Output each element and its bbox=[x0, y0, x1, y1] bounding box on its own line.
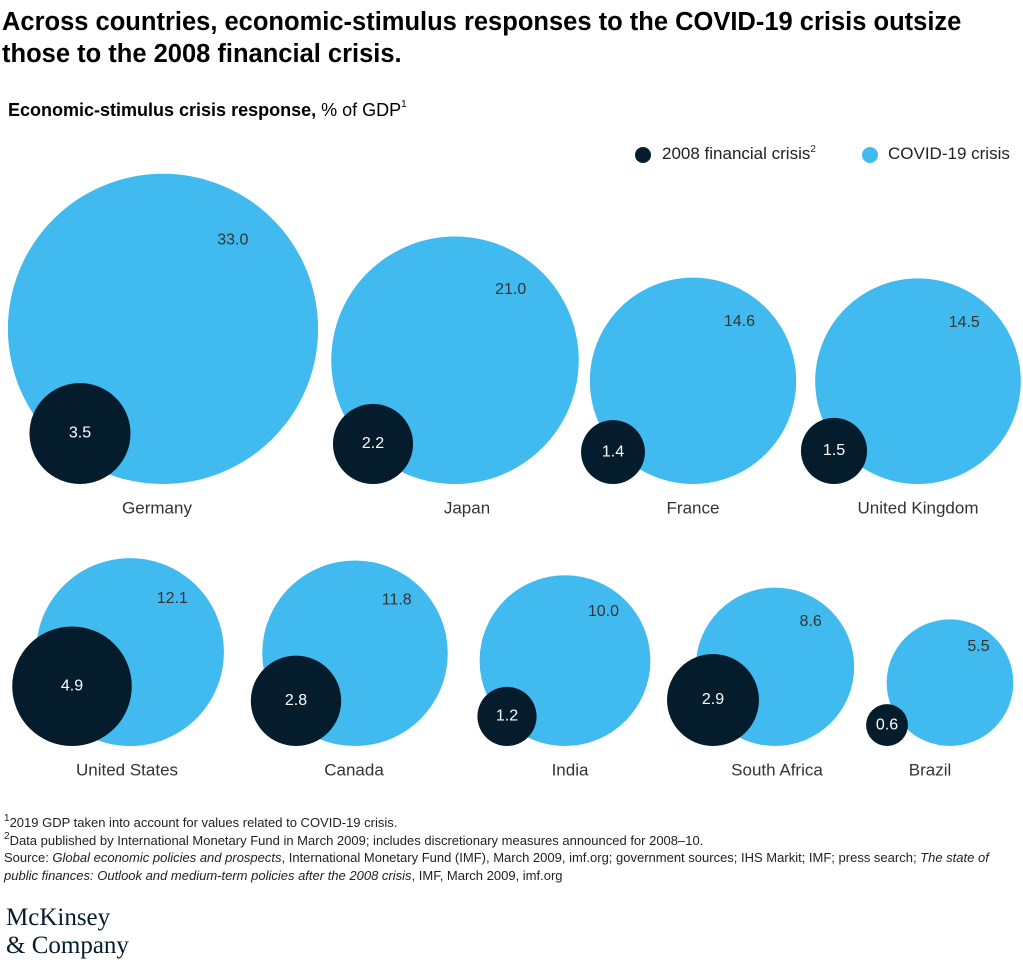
value-label: 11.8 bbox=[382, 592, 412, 609]
value-label: 1.5 bbox=[823, 442, 845, 459]
bubble-2008 bbox=[29, 382, 131, 485]
category-label: Germany bbox=[122, 498, 192, 517]
value-label: 33.0 bbox=[217, 232, 248, 249]
category-label: France bbox=[667, 498, 720, 517]
footnote-text: 2019 GDP taken into account for values r… bbox=[9, 815, 398, 830]
category-label: Brazil bbox=[909, 760, 952, 779]
source-part: Global economic policies and prospects bbox=[52, 850, 282, 865]
bubble-2008 bbox=[12, 626, 132, 747]
category-label: United Kingdom bbox=[858, 498, 979, 517]
legend-swatch bbox=[635, 147, 651, 163]
value-label: 8.6 bbox=[800, 613, 822, 630]
subtitle-text: Economic-stimulus crisis response, bbox=[8, 100, 317, 120]
value-label: 21.0 bbox=[495, 281, 526, 298]
bubble-covid bbox=[886, 619, 1014, 746]
legend-label: COVID-19 crisis bbox=[888, 144, 1010, 163]
bubble-2008 bbox=[332, 403, 414, 484]
value-label: 5.5 bbox=[967, 638, 989, 655]
category-label: Canada bbox=[324, 760, 384, 779]
legend-note: 2 bbox=[810, 144, 816, 155]
source-part: , International Monetary Fund (IMF), Mar… bbox=[281, 850, 921, 865]
footnote-marker: 1 bbox=[4, 813, 10, 824]
legend-text: COVID-19 crisis bbox=[888, 144, 1010, 163]
bubble-covid bbox=[589, 277, 797, 484]
chart-title: Across countries, economic-stimulus resp… bbox=[2, 8, 962, 68]
bubble-2008 bbox=[250, 655, 342, 746]
value-label: 2.2 bbox=[362, 435, 384, 452]
bubble-2008 bbox=[581, 420, 645, 484]
value-label: 10.0 bbox=[588, 603, 619, 620]
value-label: 0.6 bbox=[876, 716, 898, 733]
value-label: 14.6 bbox=[724, 313, 755, 330]
bubble-2008 bbox=[667, 654, 759, 746]
logo: McKinsey & Company bbox=[6, 904, 129, 960]
source-part: , IMF, March 2009, imf.org bbox=[411, 867, 563, 883]
value-label: 1.4 bbox=[602, 443, 624, 460]
value-label: 2.9 bbox=[702, 691, 724, 708]
footnote-text: Data published by International Monetary… bbox=[9, 832, 704, 848]
category-label: India bbox=[552, 760, 589, 779]
legend-swatch bbox=[862, 147, 878, 163]
category-label: United States bbox=[76, 760, 178, 779]
chart-subtitle: Economic-stimulus crisis response, % of … bbox=[8, 100, 407, 121]
footnotes: 12019 GDP taken into account for values … bbox=[4, 814, 1019, 884]
category-label: Japan bbox=[444, 498, 490, 517]
bubble-covid bbox=[815, 278, 1021, 484]
chart: 2008 financial crisis2 COVID-19 crisis 33.… bbox=[7, 144, 1021, 779]
logo-line: McKinsey bbox=[6, 904, 111, 931]
logo-line: & Company bbox=[6, 932, 129, 959]
value-label: 12.1 bbox=[157, 590, 188, 607]
bubble-2008 bbox=[866, 704, 908, 746]
value-label: 14.5 bbox=[949, 314, 980, 331]
source-part: The state of public finances: Outlook an… bbox=[4, 850, 989, 883]
footnote: 2Data published by International Monetar… bbox=[4, 830, 1019, 850]
category-label: South Africa bbox=[731, 760, 823, 779]
footnote-marker: 2 bbox=[4, 830, 10, 842]
source: Source: Global economic policies and pro… bbox=[4, 849, 1019, 884]
bubble-2008 bbox=[800, 417, 868, 484]
legend-label: 2008 financial crisis2 bbox=[662, 144, 816, 164]
bubble-2008 bbox=[477, 686, 537, 746]
legend-text: 2008 financial crisis bbox=[662, 144, 810, 163]
subtitle-note: 1 bbox=[401, 99, 407, 110]
value-label: 2.8 bbox=[285, 692, 307, 709]
value-label: 4.9 bbox=[61, 677, 83, 694]
footnote: 12019 GDP taken into account for values … bbox=[4, 814, 1019, 832]
value-label: 3.5 bbox=[69, 425, 91, 442]
value-label: 1.2 bbox=[496, 708, 518, 725]
subtitle-unit: % of GDP bbox=[321, 100, 402, 120]
source-part: Source: bbox=[4, 850, 53, 865]
